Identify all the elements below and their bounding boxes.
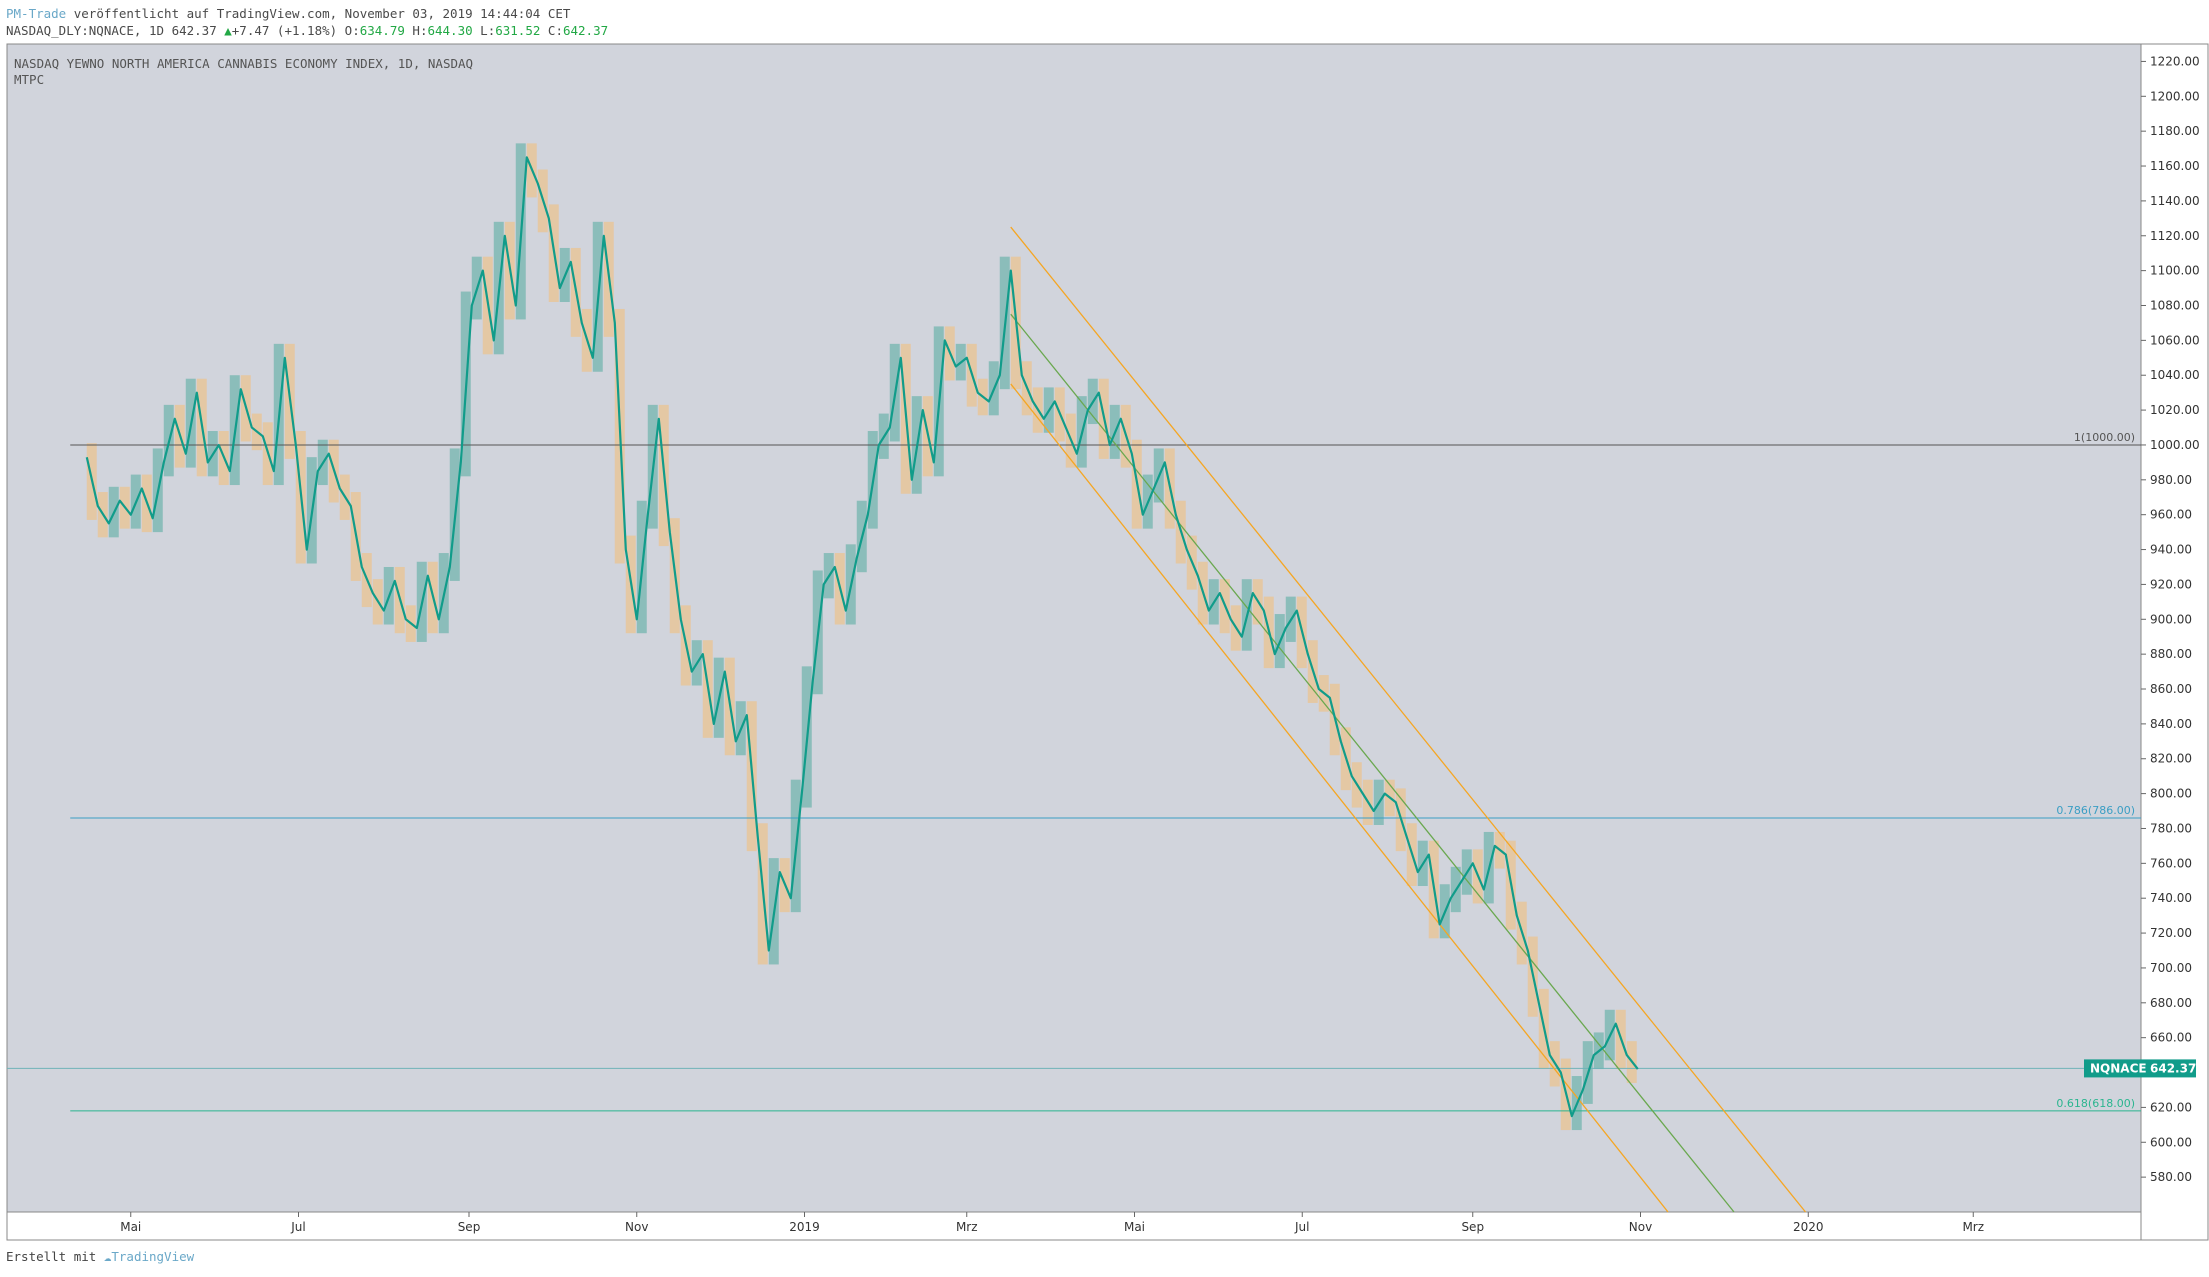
price-line [85,156,1639,1118]
y-tick-label: 1060.00 [2150,333,2200,347]
open-label: O: [344,23,360,38]
x-tick-label: 2019 [789,1220,820,1234]
y-tick-label: 840.00 [2150,717,2192,731]
high-value: 644.30 [427,23,473,38]
y-tick-label: 1040.00 [2150,368,2200,382]
created-with-text: Erstellt mit [6,1249,104,1264]
y-tick-label: 580.00 [2150,1170,2192,1184]
level-label: 0.786(786.00) [2056,804,2135,817]
symbol-line: NASDAQ_DLY:NQNACE, 1D 642.37 [6,23,217,38]
y-tick-label: 600.00 [2150,1135,2192,1149]
y-tick-label: 960.00 [2150,508,2192,522]
x-tick-label: 2020 [1793,1220,1824,1234]
publish-line: PM-Trade veröffentlicht auf TradingView.… [6,5,570,22]
y-tick-label: 660.00 [2150,1031,2192,1045]
fib-levels: 1(1000.00) 0.786(786.00) 0.618(618.00) [7,431,2141,1112]
chart-canvas[interactable]: 1(1000.00) 0.786(786.00) 0.618(618.00) 580… [0,42,2209,1245]
chart-header: PM-Trade veröffentlicht auf TradingView.… [0,0,2209,42]
close-value: 642.37 [562,23,609,38]
low-value: 631.52 [495,23,541,38]
open-value: 634.79 [359,23,405,38]
x-tick-label: Mai [1124,1220,1145,1234]
y-tick-label: 1000.00 [2150,438,2200,452]
y-tick-label: 1120.00 [2150,229,2200,243]
tradingview-link[interactable]: TradingView [111,1249,195,1264]
y-tick-label: 1200.00 [2150,89,2200,103]
channel-upper [1010,226,1807,1213]
x-tick-label: Mrz [956,1220,978,1234]
chart-title: NASDAQ YEWNO NORTH AMERICA CANNABIS ECON… [14,56,473,71]
published-text: veröffentlicht auf TradingView.com, Nove… [66,6,571,21]
plot-background [7,44,2141,1212]
x-tick-label: Mrz [1962,1220,1984,1234]
y-tick-label: 900.00 [2150,612,2192,626]
y-tick-label: 820.00 [2150,752,2192,766]
y-axis-ticks: 580.00600.00620.00640.00660.00680.00700.… [2141,54,2200,1184]
y-tick-label: 1100.00 [2150,264,2200,278]
x-tick-label: Nov [625,1220,648,1234]
close-label: C: [547,23,563,38]
x-tick-label: Sep [1461,1220,1484,1234]
change-value: +7.47 (+1.18%) [231,23,338,38]
high-label: H: [412,23,428,38]
price-tag: NQNACE 642.37 [2084,1059,2196,1078]
y-tick-label: 1160.00 [2150,159,2200,173]
price-tag-value: 642.37 [2150,1061,2196,1075]
x-tick-label: Mai [120,1220,141,1234]
x-tick-label: Sep [458,1220,481,1234]
y-tick-label: 680.00 [2150,996,2192,1010]
chart-frame [6,43,2209,1241]
y-tick-label: 1180.00 [2150,124,2200,138]
y-tick-label: 1220.00 [2150,54,2200,68]
x-axis-ticks: Mai Jul Sep Nov 2019 Mrz Mai Jul Sep Nov 2020 Mrz [120,1212,1984,1234]
y-tick-label: 800.00 [2150,787,2192,801]
y-tick-label: 780.00 [2150,821,2192,835]
y-tick-label: 880.00 [2150,647,2192,661]
cloud-icon: ☁ [103,1249,112,1264]
low-label: L: [480,23,496,38]
x-tick-label: Jul [1294,1220,1309,1234]
chart-subtitle: MTPC [14,72,44,87]
publisher-link[interactable]: PM-Trade [6,6,67,21]
x-tick-label: Jul [290,1220,305,1234]
y-tick-label: 620.00 [2150,1100,2192,1114]
y-tick-label: 700.00 [2150,961,2192,975]
y-tick-label: 760.00 [2150,856,2192,870]
y-tick-label: 740.00 [2150,891,2192,905]
y-tick-label: 1080.00 [2150,298,2200,312]
channel-middle [1010,313,1735,1213]
channel-lower [1010,383,1669,1213]
up-triangle-icon: ▲ [224,23,232,38]
price-tag-symbol: NQNACE [2090,1061,2147,1075]
y-tick-label: 920.00 [2150,577,2192,591]
y-tick-label: 720.00 [2150,926,2192,940]
footer: Erstellt mit ☁TradingView [6,1249,194,1264]
level-label: 1(1000.00) [2074,431,2135,444]
x-tick-label: Nov [1629,1220,1652,1234]
level-label: 0.618(618.00) [2056,1097,2135,1110]
y-tick-label: 980.00 [2150,473,2192,487]
y-tick-label: 940.00 [2150,543,2192,557]
y-tick-label: 1140.00 [2150,194,2200,208]
trend-channel [1010,226,1807,1213]
y-tick-label: 860.00 [2150,682,2192,696]
y-tick-label: 1020.00 [2150,403,2200,417]
ohlc-line: NASDAQ_DLY:NQNACE, 1D 642.37 ▲+7.47 (+1.… [6,22,608,39]
